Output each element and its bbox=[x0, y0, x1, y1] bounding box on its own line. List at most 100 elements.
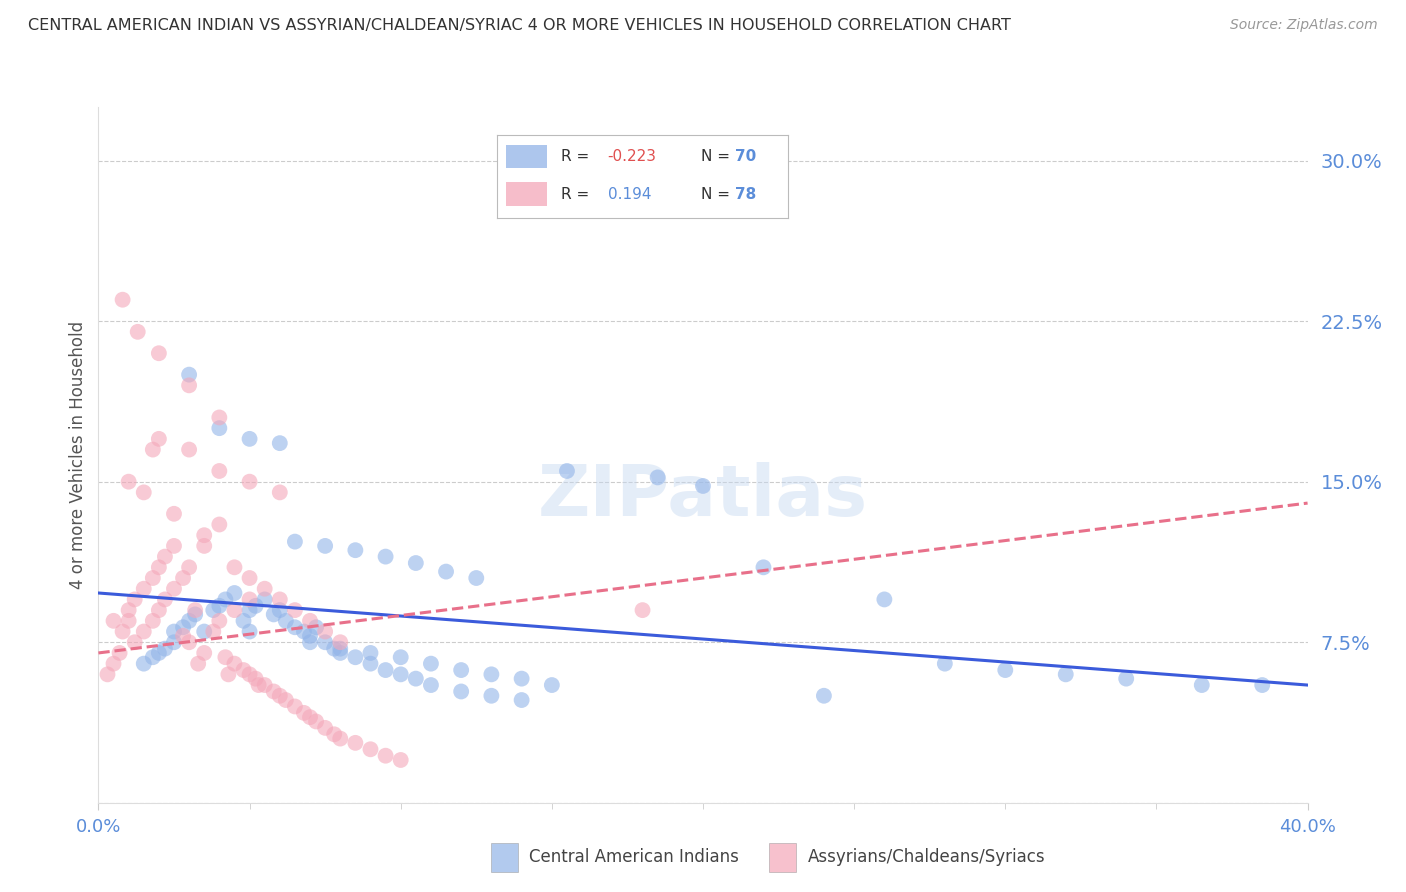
Point bbox=[224, 586, 246, 600]
Point bbox=[1054, 667, 1077, 681]
Point bbox=[274, 614, 297, 628]
Point bbox=[172, 620, 194, 634]
Point bbox=[153, 592, 176, 607]
Point bbox=[214, 592, 236, 607]
Point bbox=[299, 614, 322, 628]
Point bbox=[284, 699, 307, 714]
Point bbox=[389, 667, 412, 681]
Point bbox=[314, 635, 336, 649]
Point bbox=[239, 592, 262, 607]
Point bbox=[202, 624, 225, 639]
Point bbox=[208, 599, 231, 613]
Point bbox=[510, 693, 533, 707]
Point bbox=[344, 543, 367, 558]
Point bbox=[344, 736, 367, 750]
Point bbox=[284, 620, 307, 634]
Point bbox=[263, 684, 285, 698]
Point bbox=[1251, 678, 1274, 692]
Text: CENTRAL AMERICAN INDIAN VS ASSYRIAN/CHALDEAN/SYRIAC 4 OR MORE VEHICLES IN HOUSEH: CENTRAL AMERICAN INDIAN VS ASSYRIAN/CHAL… bbox=[28, 18, 1011, 33]
Point bbox=[142, 442, 165, 457]
Point bbox=[193, 528, 215, 542]
Point bbox=[118, 475, 141, 489]
Point bbox=[103, 657, 125, 671]
Point bbox=[994, 663, 1017, 677]
Point bbox=[314, 721, 336, 735]
Point bbox=[692, 479, 714, 493]
Point bbox=[132, 582, 155, 596]
Point bbox=[1115, 672, 1137, 686]
Point bbox=[329, 641, 352, 656]
Point bbox=[179, 560, 201, 574]
Point bbox=[163, 635, 186, 649]
Point bbox=[184, 603, 207, 617]
Point bbox=[127, 325, 149, 339]
Point bbox=[314, 624, 336, 639]
Point bbox=[269, 592, 291, 607]
Point bbox=[172, 571, 194, 585]
Point bbox=[118, 614, 141, 628]
Text: Central American Indians: Central American Indians bbox=[529, 848, 740, 866]
Point bbox=[253, 582, 276, 596]
FancyBboxPatch shape bbox=[769, 843, 796, 872]
Point bbox=[132, 624, 155, 639]
Point bbox=[187, 657, 209, 671]
Point bbox=[163, 624, 186, 639]
Point bbox=[217, 667, 239, 681]
Point bbox=[305, 714, 328, 729]
Point bbox=[108, 646, 131, 660]
Point bbox=[245, 672, 267, 686]
Point bbox=[208, 614, 231, 628]
Point bbox=[934, 657, 956, 671]
Point bbox=[103, 614, 125, 628]
Point bbox=[239, 624, 262, 639]
Point bbox=[193, 624, 215, 639]
Point bbox=[374, 748, 396, 763]
Point bbox=[329, 731, 352, 746]
Point bbox=[148, 603, 170, 617]
Point bbox=[752, 560, 775, 574]
Point bbox=[124, 635, 146, 649]
Point bbox=[873, 592, 896, 607]
Point bbox=[118, 603, 141, 617]
Point bbox=[555, 464, 578, 478]
Point bbox=[179, 635, 201, 649]
Point bbox=[405, 556, 427, 570]
Point bbox=[323, 641, 346, 656]
Point bbox=[202, 603, 225, 617]
Point bbox=[269, 485, 291, 500]
Point bbox=[96, 667, 118, 681]
Point bbox=[510, 672, 533, 686]
Point bbox=[214, 650, 236, 665]
Point bbox=[253, 592, 276, 607]
Point bbox=[239, 603, 262, 617]
Point bbox=[163, 539, 186, 553]
Point bbox=[434, 565, 457, 579]
Point bbox=[263, 607, 285, 622]
Point bbox=[153, 641, 176, 656]
Point bbox=[142, 571, 165, 585]
Point bbox=[179, 378, 201, 392]
Point bbox=[148, 432, 170, 446]
Point bbox=[179, 614, 201, 628]
Point bbox=[247, 678, 270, 692]
Point bbox=[172, 629, 194, 643]
Point bbox=[481, 689, 503, 703]
Text: Assyrians/Chaldeans/Syriacs: Assyrians/Chaldeans/Syriacs bbox=[808, 848, 1046, 866]
Point bbox=[269, 603, 291, 617]
Point bbox=[153, 549, 176, 564]
Point bbox=[179, 368, 201, 382]
Point bbox=[232, 614, 254, 628]
Point bbox=[323, 727, 346, 741]
Point bbox=[329, 646, 352, 660]
Point bbox=[329, 635, 352, 649]
Point bbox=[481, 667, 503, 681]
Point bbox=[193, 646, 215, 660]
Point bbox=[193, 539, 215, 553]
Point bbox=[299, 629, 322, 643]
Point bbox=[148, 646, 170, 660]
Point bbox=[208, 464, 231, 478]
Point bbox=[269, 436, 291, 450]
Point bbox=[148, 560, 170, 574]
Point bbox=[292, 706, 315, 720]
Point bbox=[344, 650, 367, 665]
